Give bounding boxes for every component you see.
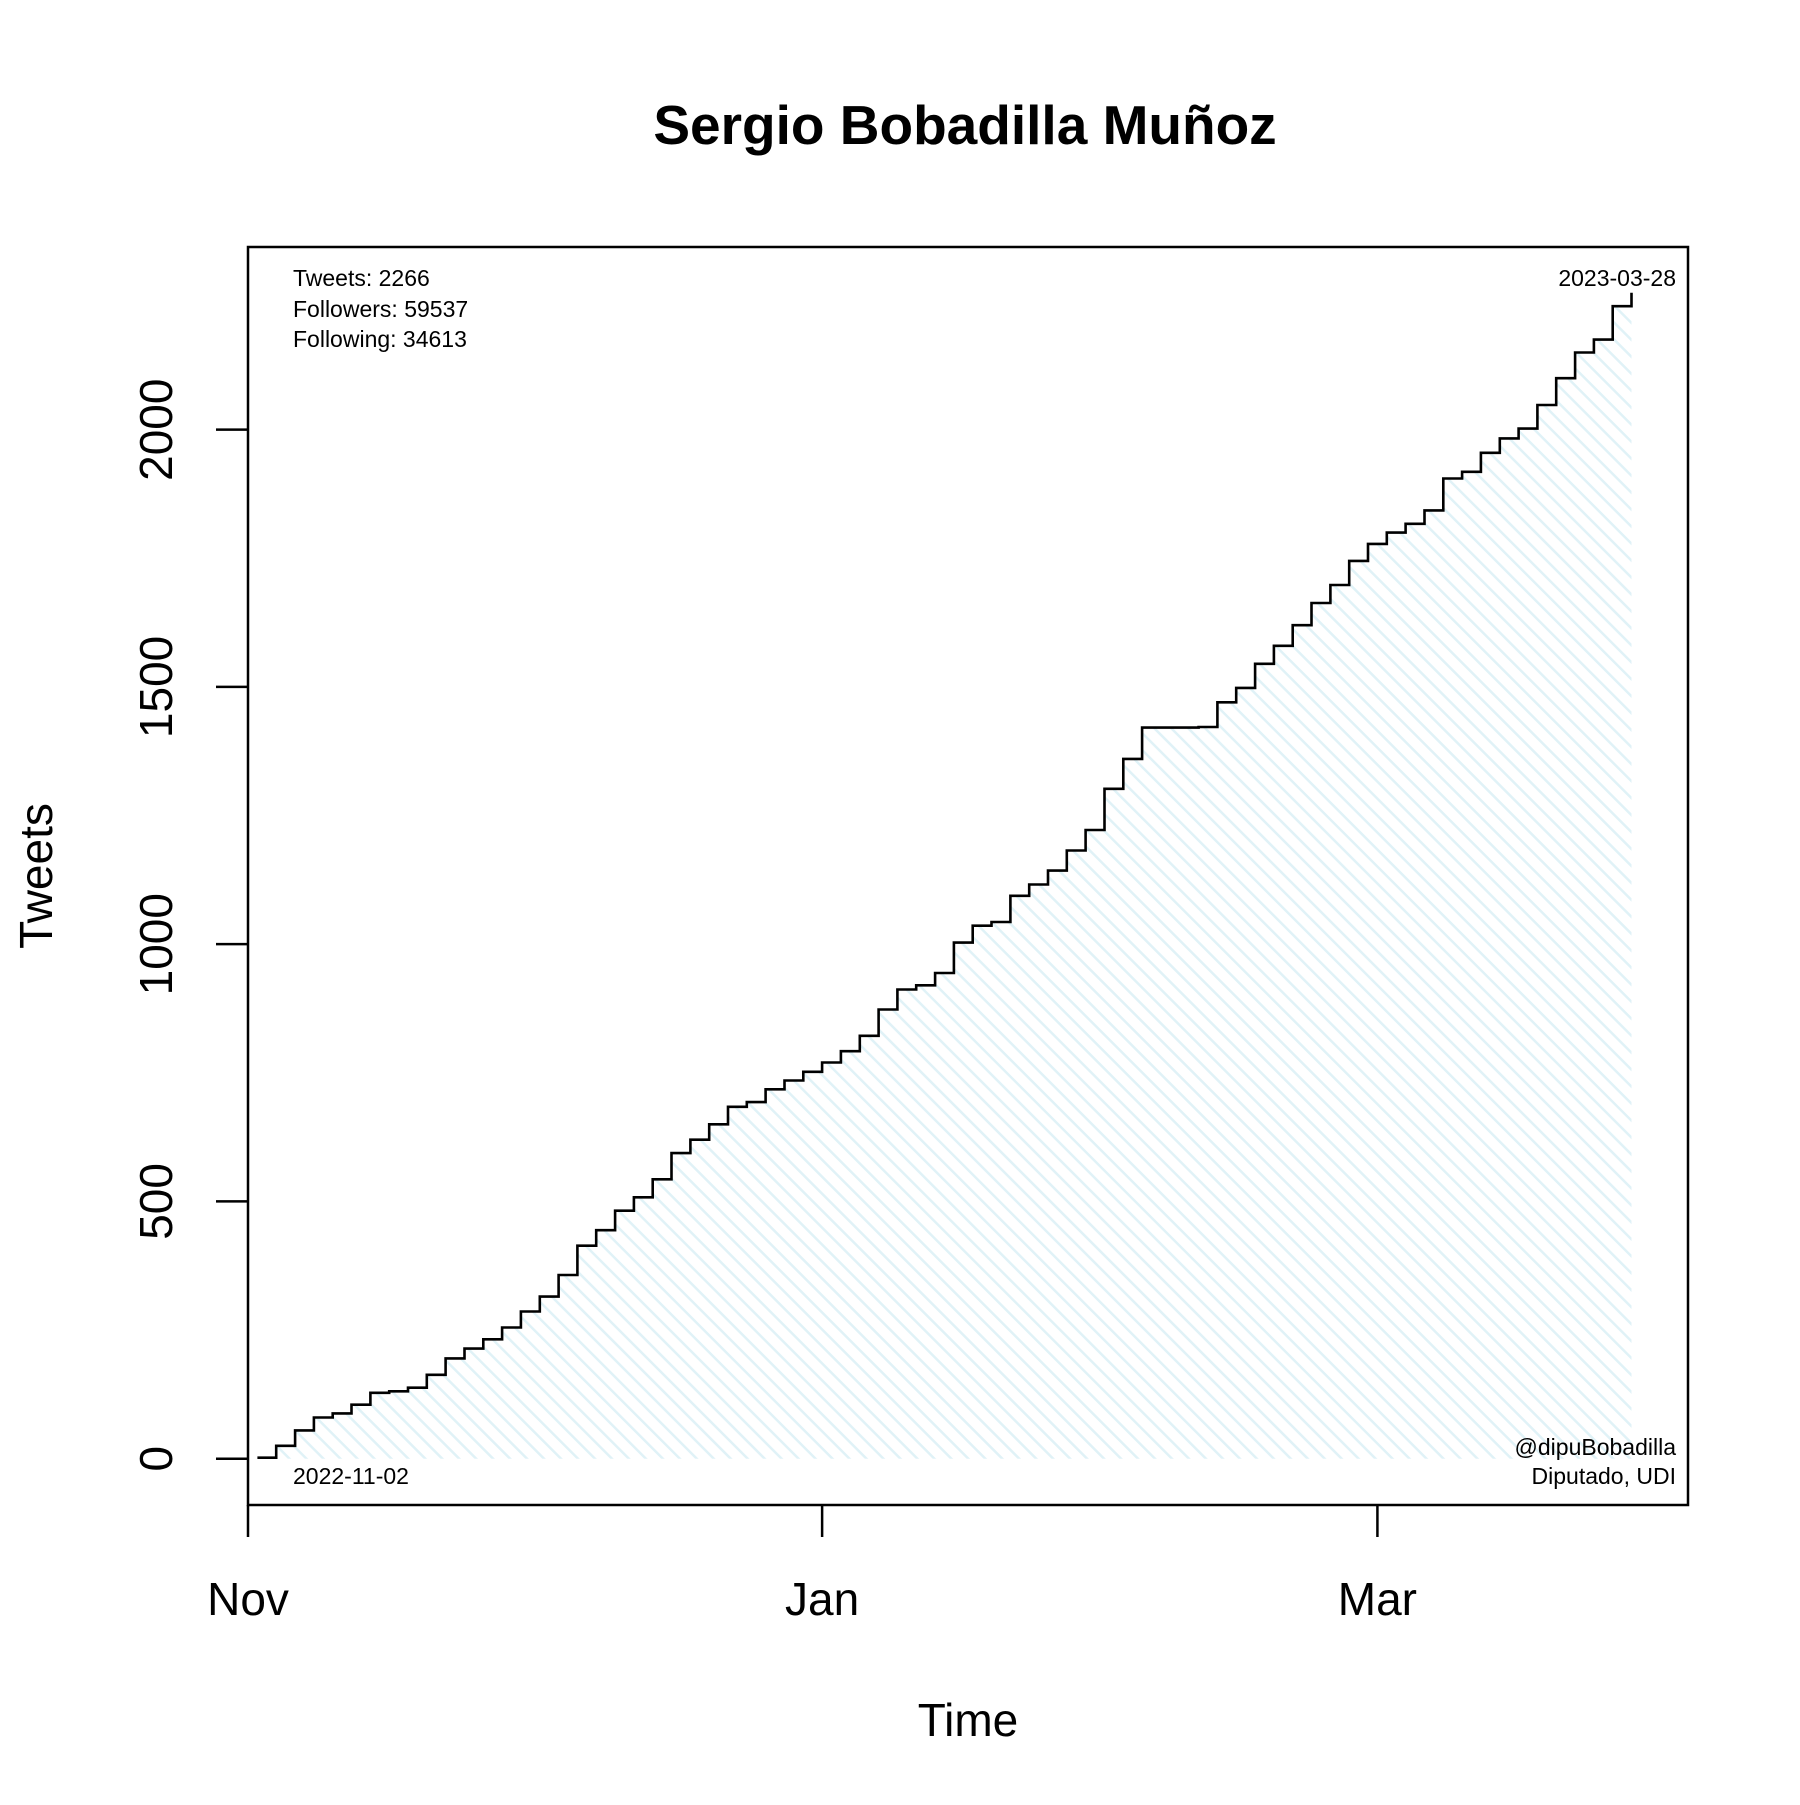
handle-annotation: @dipuBobadilla — [1515, 1434, 1677, 1460]
plot-area — [257, 292, 1633, 1459]
y-tick-label: 0 — [130, 1446, 182, 1472]
tweets-count-annotation: Tweets: 2266 — [293, 265, 430, 291]
following-count-annotation: Following: 34613 — [293, 326, 467, 352]
end-date-annotation: 2023-03-28 — [1558, 265, 1676, 291]
cumulative-tweets-line — [257, 292, 1633, 1459]
x-tick-label: Mar — [1338, 1573, 1417, 1625]
plot-frame — [246, 245, 1690, 1507]
followers-count-annotation: Followers: 59537 — [293, 296, 468, 322]
y-tick-label: 500 — [130, 1163, 182, 1240]
cumulative-area-fill — [257, 292, 1632, 1459]
start-date-annotation: 2022-11-02 — [293, 1463, 409, 1489]
y-tick-label: 1000 — [130, 893, 182, 995]
y-axis: 0 500 1000 1500 2000 — [130, 379, 248, 1472]
x-tick-label: Nov — [207, 1573, 289, 1625]
x-tick-label: Jan — [785, 1573, 859, 1625]
role-annotation: Diputado, UDI — [1532, 1463, 1676, 1489]
x-axis: Nov Jan Mar — [207, 1505, 1417, 1625]
y-tick-label: 2000 — [130, 379, 182, 481]
y-axis-label: Tweets — [10, 803, 62, 949]
x-axis-label: Time — [918, 1694, 1019, 1746]
chart-title: Sergio Bobadilla Muñoz — [653, 94, 1276, 156]
y-tick-label: 1500 — [130, 636, 182, 738]
